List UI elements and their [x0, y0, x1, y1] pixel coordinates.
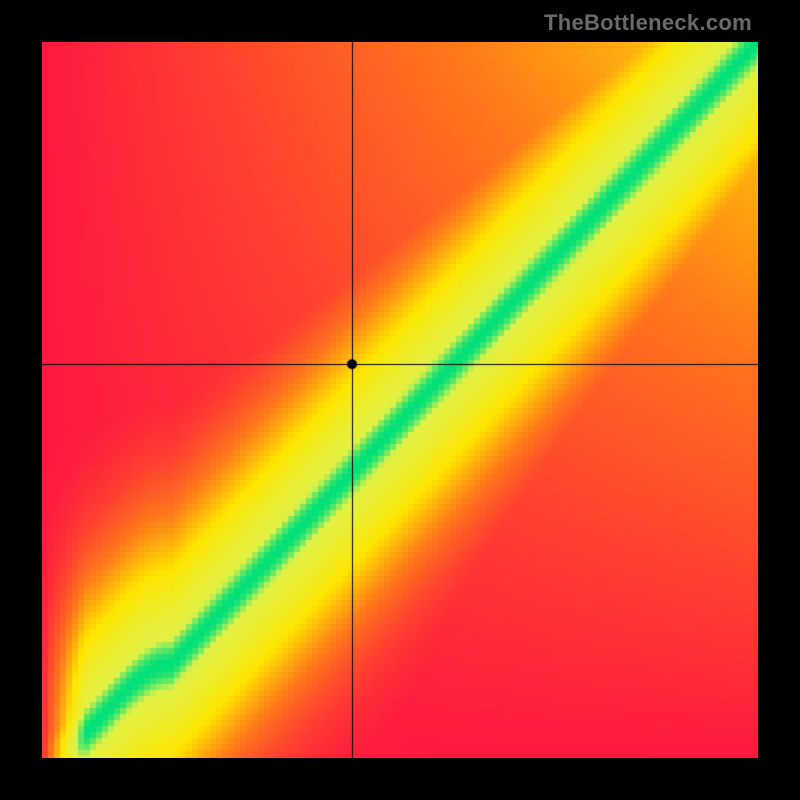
- chart-container: TheBottleneck.com: [0, 0, 800, 800]
- watermark-text: TheBottleneck.com: [544, 10, 752, 36]
- heatmap-canvas: [42, 42, 758, 758]
- heatmap-plot: [42, 42, 758, 763]
